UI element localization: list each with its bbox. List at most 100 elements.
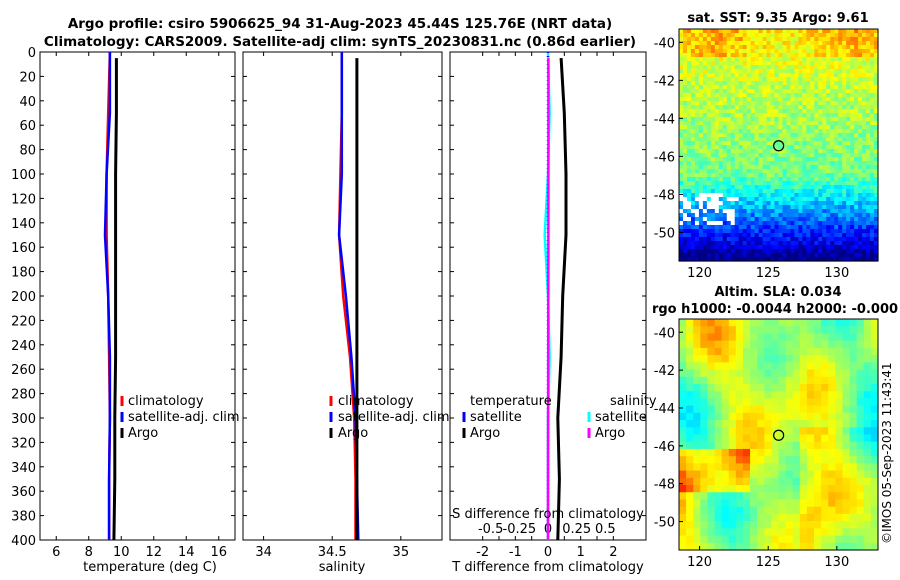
map-cell (690, 129, 696, 134)
map-cell (806, 319, 815, 327)
map-cell (822, 145, 827, 150)
map-cell (734, 133, 740, 138)
map-cell (682, 149, 688, 154)
map-cell (870, 456, 879, 464)
map-cell (702, 189, 708, 194)
map-cell (738, 81, 744, 86)
map-cell (694, 81, 700, 86)
map-cell (835, 340, 844, 349)
map-cell (742, 133, 748, 138)
map-cell (679, 427, 687, 436)
map-cell (721, 477, 730, 486)
map-cell (726, 153, 732, 158)
map-cell (742, 93, 748, 98)
map-cell (862, 193, 867, 198)
map-cell (702, 37, 708, 42)
map-cell (782, 41, 788, 46)
map-cell (838, 245, 843, 250)
map-cell (698, 37, 704, 42)
map-cell (682, 101, 688, 106)
map-cell (778, 398, 787, 407)
map-cell (690, 205, 696, 210)
map-cell (858, 101, 863, 106)
map-cell (849, 535, 858, 544)
map-cell (693, 369, 701, 378)
x-tick-label: -1 (509, 545, 522, 560)
map-cell (766, 49, 772, 54)
map-cell (750, 470, 758, 479)
map-cell (826, 141, 831, 146)
map-cell (826, 73, 831, 78)
map-cell (786, 133, 792, 138)
map-cell (754, 37, 760, 42)
map-cell (822, 117, 827, 122)
map-cell (790, 101, 796, 106)
map-cell (862, 33, 867, 38)
map-cell (863, 434, 872, 443)
map-cell (734, 189, 740, 194)
map-cell (870, 463, 879, 472)
map-cell (842, 249, 847, 254)
map-cell (850, 141, 855, 146)
map-cell (874, 177, 879, 182)
map-cell (830, 173, 835, 178)
map-cell (842, 125, 847, 130)
map-cell (690, 113, 696, 118)
map-cell (702, 253, 708, 258)
map-cell (742, 477, 751, 486)
map-cell (690, 197, 696, 202)
map-cell (762, 221, 768, 226)
map-cell (710, 145, 716, 150)
map-cell (721, 485, 730, 493)
map-cell (714, 513, 723, 522)
map-cell (700, 412, 709, 421)
map-cell (730, 49, 736, 54)
map-cell (742, 233, 748, 238)
map-cell (710, 153, 716, 158)
map-cell (794, 209, 799, 214)
map-cell (842, 209, 847, 214)
map-cell (738, 209, 744, 214)
map-cell (734, 37, 740, 42)
map-cell (694, 209, 700, 214)
map-cell (742, 221, 748, 226)
map-cell (850, 89, 855, 94)
map-cell (718, 181, 724, 186)
map-cell (782, 89, 788, 94)
map-cell (679, 69, 684, 74)
map-cell (830, 113, 835, 118)
map-cell (806, 463, 815, 472)
map-cell (754, 61, 760, 66)
map-cell (686, 405, 694, 414)
map-cell (828, 513, 836, 522)
map-cell (799, 391, 808, 400)
map-cell (702, 61, 708, 66)
map-cell (742, 61, 748, 66)
map-cell (754, 201, 760, 206)
map-cell (866, 257, 871, 262)
map-cell (854, 81, 859, 86)
map-cell (785, 347, 794, 356)
map-cell (826, 153, 831, 158)
map-cell (690, 169, 696, 174)
map-cell (694, 173, 700, 178)
map-cell (798, 93, 803, 98)
map-cell (850, 121, 855, 126)
map-cell (774, 49, 780, 54)
map-cell (754, 133, 760, 138)
map-cell (786, 213, 792, 218)
legend-label-argo: Argo (338, 426, 368, 441)
map-cell (792, 376, 801, 385)
map-cell (757, 492, 765, 501)
map-cell (850, 69, 855, 74)
map-cell (774, 37, 780, 42)
map-cell (866, 213, 871, 218)
map-cell (866, 233, 871, 238)
map-cell (758, 57, 764, 62)
map-cell (842, 197, 847, 202)
map-cell (870, 205, 875, 210)
map-cell (874, 65, 879, 70)
map-cell (734, 245, 740, 250)
map-cell (710, 77, 716, 82)
map-cell (714, 113, 720, 118)
